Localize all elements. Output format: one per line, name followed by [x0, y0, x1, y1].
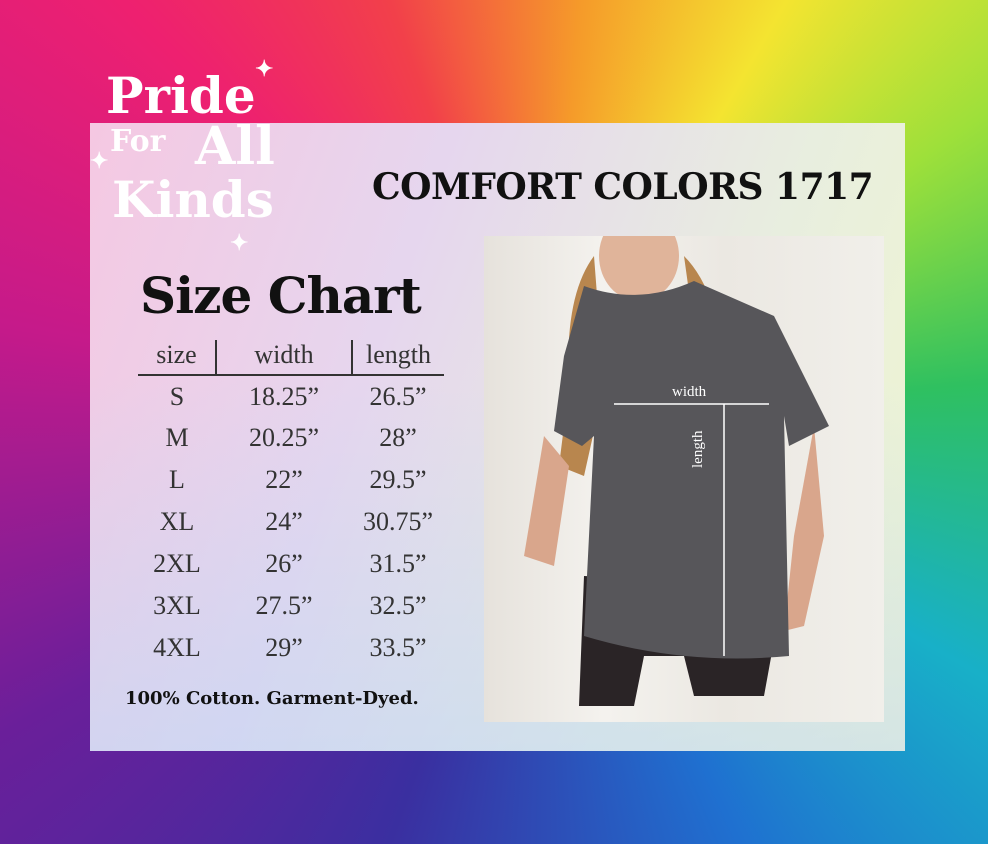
header-length: length: [352, 340, 444, 376]
table-row: M 20.25” 28”: [138, 417, 444, 459]
sparkle-icon: ✦: [255, 56, 274, 82]
table-cell: 29”: [265, 633, 303, 662]
table-cell: M: [165, 423, 189, 452]
table-cell: 3XL: [153, 591, 201, 620]
header-width: width: [216, 340, 353, 376]
length-label: length: [690, 430, 706, 469]
page-title: Size Chart: [140, 266, 422, 325]
table-row: L 22” 29.5”: [138, 459, 444, 501]
table-cell: 27.5”: [255, 591, 313, 620]
table-cell: 29.5”: [369, 465, 427, 494]
tshirt-illustration: [524, 236, 829, 706]
brand-title: COMFORT COLORS 1717: [372, 166, 874, 208]
width-label: width: [672, 384, 707, 400]
fabric-note: 100% Cotton. Garment-Dyed.: [125, 688, 419, 709]
header-size: size: [138, 340, 217, 376]
table-cell: 33.5”: [369, 633, 427, 662]
sparkle-icon: ✦: [230, 230, 249, 256]
table-cell: 31.5”: [369, 549, 427, 578]
table-cell: 4XL: [153, 633, 201, 662]
logo: Pride For All Kinds ✦ ✦ ✦: [90, 56, 275, 256]
model-photo: width length: [484, 236, 884, 722]
table-cell: 32.5”: [369, 591, 427, 620]
table-cell: S: [169, 381, 185, 411]
table-cell: 26.5”: [369, 381, 427, 411]
table-cell: XL: [159, 507, 195, 536]
table-row: 4XL 29” 33.5”: [138, 627, 444, 669]
table-row: S 18.25” 26.5”: [138, 375, 444, 417]
table-cell: 2XL: [153, 549, 201, 578]
table-cell: 20.25”: [248, 423, 320, 452]
table-row: XL 24” 30.75”: [138, 501, 444, 543]
table-cell: 26”: [265, 549, 303, 578]
table-cell: 28”: [379, 423, 417, 452]
size-table: size width length S 18.25” 26.5” M 20.25” 28”…: [138, 340, 444, 669]
table-cell: 24”: [265, 507, 303, 536]
table-cell: 30.75”: [362, 507, 434, 536]
table-cell: 18.25”: [248, 381, 320, 411]
table-cell: L: [169, 465, 185, 494]
table-row: 2XL 26” 31.5”: [138, 543, 444, 585]
table-row: 3XL 27.5” 32.5”: [138, 585, 444, 627]
sparkle-icon: ✦: [90, 148, 109, 174]
table-cell: 22”: [265, 465, 303, 494]
